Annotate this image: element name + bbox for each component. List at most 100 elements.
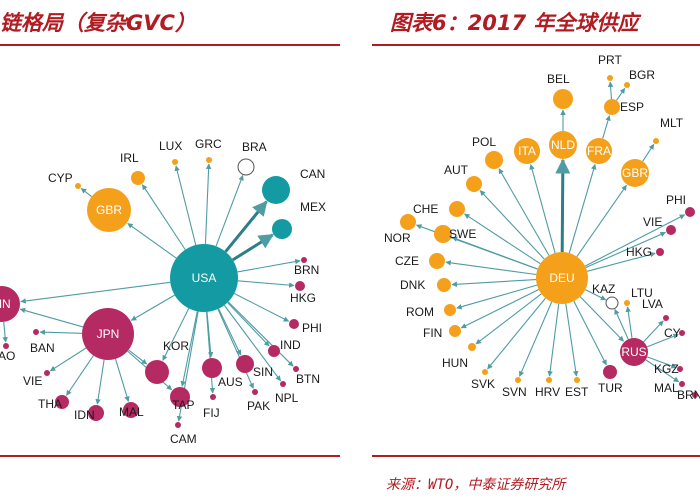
left_network-edge-USA-FIJ [206,311,216,394]
left_network-label-grc: GRC [195,137,222,151]
right_network-label-vie: VIE [643,215,662,229]
left_network-edge-JPN-CHN [19,307,84,328]
right_network-label-aut: AUT [444,163,469,177]
left_network-node-can: CAN [262,167,325,204]
right_network-label-phi: PHI [666,193,686,207]
left_network-node-mal: MAL [119,402,144,419]
right_network-label-ita: ITA [518,144,536,158]
right_network-edge-DEU-RUS [579,296,624,342]
right_network-label-mal: MAL [654,381,679,395]
right_network-node-aut: AUT [444,163,482,192]
right_network-edge-DEU-TUR [573,300,607,366]
right_network-node-cy: CY [664,326,685,340]
left_network-node-kor: KOR [145,339,189,384]
left_network-node-btn: BTN [293,366,320,386]
right_network-edge-RUS-LVA [643,320,664,343]
left_network-label-jpn: JPN [97,327,120,341]
right_network-edge-ESP-PRT [607,81,614,100]
right_network-node-hun: HUN [442,343,476,370]
left_network-node-tap: TAP [170,387,194,412]
left_network-node-npl: NPL [275,381,299,405]
left_network-label-cam: CAM [170,432,197,446]
right_network-label-esp: ESP [620,100,644,114]
right_network-edge-DEU-EST [565,303,579,377]
left_network-node-mex: MEX [272,200,326,239]
left_network-node-pak: PAK [247,389,270,413]
right_network-node-deu: DEU [536,252,588,304]
left_network-label-mex: MEX [300,200,326,214]
right_network-node-fin: FIN [423,325,461,340]
left_network-edge-JPN-BAN [39,329,83,335]
left_network-edge-JPN-KOR [128,349,148,365]
right_network-edge-FRA-ESP [602,115,611,139]
right_network-edge-DEU-PHI [584,214,686,267]
right_network-edge-DEU-DNK [451,278,537,287]
right_network-node-mal: MAL [654,381,685,395]
left_network-label-vie: VIE [23,374,42,388]
left_network-edge-USA-TAP [180,311,198,387]
right_network-label-lva: LVA [642,297,663,311]
left_network-label-aus: AUS [218,375,243,389]
right_network-label-swe: SWE [449,227,476,241]
left_network-edge-JPN-THA [66,355,94,396]
left_network-label-hkg: HKG [290,291,316,305]
right_network-label-hun: HUN [442,356,468,370]
right_network-label-svn: SVN [502,385,527,399]
right_network-edge-DEU-POL [498,168,550,256]
left_network-edge-USA-KOR [162,308,190,361]
left_network-label-npl: NPL [275,391,299,405]
left_network-node-grc: GRC [195,137,222,163]
right_network-node-fra: FRA [586,138,612,164]
left_network-node-vie: VIE [23,370,50,388]
left_network-label-lux: LUX [159,139,182,153]
right_network-label-cze: CZE [395,254,419,268]
right_network-node-dnk: DNK [400,278,451,292]
left-footer-rule [0,455,340,457]
right_network-node-mlt: MLT [653,116,684,144]
left_network-edge-USA-JPN [130,294,175,321]
right_network-edge-DEU-FIN [460,289,539,329]
left_network-node-gbr: GBR [87,188,131,232]
right_network-label-tur: TUR [598,381,623,395]
right_network-label-bgr: BGR [629,68,655,82]
left_network-label-pak: PAK [247,399,270,413]
right_network-label-gbr: GBR [622,166,648,180]
right_network-node-prt: PRT [598,53,622,81]
right_network-label-rus: RUS [621,345,646,359]
right_network-edge-DEU-KAZ [585,289,607,301]
right_network-label-kgz: KGZ [654,362,679,376]
right_network-label-nld: NLD [551,138,575,152]
left_network-label-kor: KOR [163,339,189,353]
left_network-label-irl: IRL [120,151,139,165]
left_network-edge-USA-PAK [217,308,254,389]
left_network-edge-USA-SIN [218,308,242,356]
right_network-edge-DEU-FRA [568,163,597,254]
left_network-label-sin: SIN [253,365,273,379]
right_network-edge-DEU-HRV [547,303,560,377]
right_network-node-nor: NOR [384,214,416,245]
left_network-edge-JPN-IDN [95,359,105,405]
left_network-edge-USA-IRL [141,184,186,250]
right_network-label-prt: PRT [598,53,622,67]
right_network-node-ita: ITA [514,138,540,164]
left_network-node-hkg: HKG [290,281,316,305]
left_network-edge-CHN-AO [2,321,8,343]
left_network-node-chn: HN [0,286,20,322]
left_network-edge-JPN-MAL [115,358,130,402]
right_network-edge-DEU-ITA [529,163,556,254]
right_network-edge-RUS-KAZ [614,308,629,340]
left_network-node-tha: THA [38,395,69,411]
right_network-label-cy: CY [664,326,681,340]
left_network-edge-USA-BRN [237,258,301,273]
source-note: 来源：WTO，中泰证券研究所 [386,477,566,493]
left_network-node-idn: IDN [74,405,104,422]
right_network-label-hrv: HRV [535,385,560,399]
right_network-node-hrv: HRV [535,377,560,399]
left_network-label-tap: TAP [172,398,194,412]
right_network-edge-DEU-CHE [464,213,541,265]
right_network-node-vie: VIE [643,215,676,235]
right_network-node-bel: BEL [547,72,573,109]
right_network-node-hkg: HKG [626,245,664,259]
right_network-label-pol: POL [472,135,496,149]
right_network-label-mlt: MLT [660,116,684,130]
